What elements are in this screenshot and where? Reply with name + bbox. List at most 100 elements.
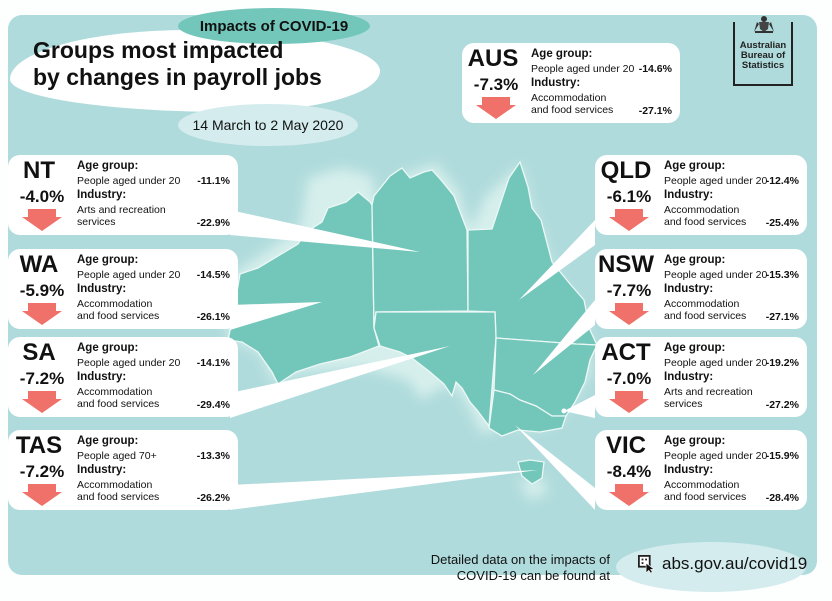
region-card-tas: TAS -7.2% Age group: People aged 70+ -13…	[8, 430, 238, 510]
date-range-badge: 14 March to 2 May 2020	[178, 104, 358, 146]
down-arrow-icon	[609, 391, 649, 413]
age-group-value: -11.1%	[197, 175, 230, 187]
down-arrow-icon	[609, 303, 649, 325]
map-tas	[517, 459, 545, 485]
industry-label: Industry:	[664, 283, 714, 295]
age-group-value: -15.9%	[765, 450, 799, 462]
age-group-value: -19.2%	[765, 357, 799, 369]
age-group-label: Age group:	[531, 48, 593, 60]
industry-label: Industry:	[664, 371, 714, 383]
coat-of-arms-icon	[754, 16, 774, 33]
state-code: AUS	[467, 45, 519, 72]
state-code: SA	[22, 339, 56, 366]
industry-desc: Accommodation and food services	[77, 386, 160, 410]
down-arrow-icon	[22, 303, 62, 325]
topic-badge: Impacts of COVID-19	[178, 8, 370, 44]
region-card-nt: NT -4.0% Age group: People aged under 20…	[8, 155, 238, 235]
industry-label: Industry:	[77, 283, 127, 295]
age-group-desc: People aged under 20	[77, 269, 181, 281]
wedge-wa	[230, 302, 322, 330]
region-card-aus: AUS -7.3% Age group: People aged under 2…	[462, 43, 680, 123]
industry-label: Industry:	[77, 464, 127, 476]
map-sa	[373, 311, 497, 428]
wedge-sa	[230, 346, 450, 418]
age-group-desc: People aged under 20	[664, 269, 768, 281]
industry-value: -25.4%	[765, 217, 799, 229]
age-group-desc: People aged under 20	[664, 450, 768, 462]
age-group-value: -13.3%	[196, 450, 230, 462]
industry-value: -26.2%	[196, 492, 230, 504]
industry-label: Industry:	[664, 464, 714, 476]
overall-change: -7.2%	[19, 369, 65, 388]
industry-value: -29.4%	[196, 399, 230, 411]
wedge-qld	[519, 220, 595, 300]
region-card-wa: WA -5.9% Age group: People aged under 20…	[8, 249, 238, 329]
industry-value: -22.9%	[196, 217, 230, 229]
age-group-value: -14.6%	[638, 63, 672, 75]
region-card-sa: SA -7.2% Age group: People aged under 20…	[8, 337, 238, 417]
wedge-tas	[230, 470, 538, 510]
age-group-label: Age group:	[77, 254, 139, 266]
age-group-value: -15.3%	[765, 269, 799, 281]
age-group-desc: People aged 70+	[77, 450, 157, 462]
age-group-label: Age group:	[664, 254, 726, 266]
age-group-label: Age group:	[664, 435, 726, 447]
age-group-label: Age group:	[664, 342, 726, 354]
map-vic	[488, 389, 567, 437]
industry-desc: Accommodation and food services	[531, 92, 614, 116]
down-arrow-icon	[476, 97, 516, 119]
industry-label: Industry:	[77, 189, 127, 201]
industry-desc: Arts and recreation services	[77, 204, 166, 228]
overall-change: -7.7%	[606, 281, 652, 300]
age-group-desc: People aged under 20	[531, 63, 635, 75]
industry-desc: Accommodation and food services	[664, 298, 747, 322]
age-group-label: Age group:	[664, 160, 726, 172]
industry-label: Industry:	[531, 77, 581, 89]
overall-change: -7.0%	[606, 369, 652, 388]
age-group-label: Age group:	[77, 342, 139, 354]
age-group-desc: People aged under 20	[664, 175, 768, 187]
age-group-value: -12.4%	[765, 175, 799, 187]
region-card-act: ACT -7.0% Age group: People aged under 2…	[595, 337, 807, 417]
industry-label: Industry:	[664, 189, 714, 201]
industry-label: Industry:	[77, 371, 127, 383]
state-code: VIC	[605, 432, 646, 459]
down-arrow-icon	[609, 484, 649, 506]
region-card-vic: VIC -8.4% Age group: People aged under 2…	[595, 430, 807, 510]
down-arrow-icon	[22, 391, 62, 413]
age-group-value: -14.5%	[196, 269, 230, 281]
overall-change: -7.2%	[19, 462, 65, 481]
wedge-vic	[515, 425, 595, 510]
abs-logo[interactable]: Australian Bureau of Statistics	[733, 16, 793, 86]
overall-change: -6.1%	[606, 187, 652, 206]
industry-desc: Accommodation and food services	[77, 479, 160, 503]
overall-change: -7.3%	[473, 75, 519, 94]
industry-value: -27.1%	[638, 105, 672, 117]
region-card-qld: QLD -6.1% Age group: People aged under 2…	[595, 155, 807, 235]
down-arrow-icon	[22, 484, 62, 506]
title-cloud	[10, 30, 380, 112]
industry-desc: Accommodation and food services	[77, 298, 160, 322]
footer-note: Detailed data on the impacts of COVID-19…	[430, 552, 610, 583]
state-code: NSW	[598, 251, 654, 278]
industry-desc: Accommodation and food services	[664, 479, 747, 503]
overall-change: -5.9%	[19, 281, 65, 300]
industry-desc: Accommodation and food services	[664, 204, 747, 228]
industry-value: -26.1%	[196, 311, 230, 323]
wedge-nsw	[533, 300, 595, 375]
state-code: QLD	[600, 157, 652, 184]
industry-value: -27.1%	[765, 311, 799, 323]
age-group-label: Age group:	[77, 160, 139, 172]
age-group-value: -14.1%	[196, 357, 230, 369]
down-arrow-icon	[609, 209, 649, 231]
industry-value: -28.4%	[765, 492, 799, 504]
overall-change: -4.0%	[19, 187, 65, 206]
state-code: WA	[19, 251, 59, 278]
age-group-label: Age group:	[77, 435, 139, 447]
state-code: NT	[23, 157, 55, 184]
website-link[interactable]: abs.gov.au/covid19	[638, 554, 807, 574]
overall-change: -8.4%	[606, 462, 652, 481]
age-group-desc: People aged under 20	[664, 357, 768, 369]
down-arrow-icon	[22, 209, 62, 231]
